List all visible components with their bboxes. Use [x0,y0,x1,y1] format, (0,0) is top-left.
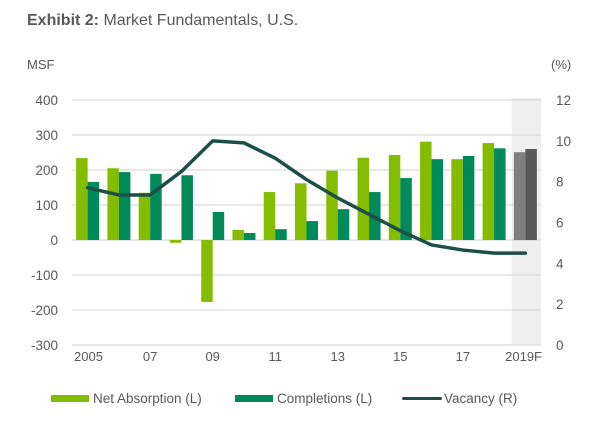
x-tick-label: 17 [456,349,470,364]
chart-title-prefix: Exhibit 2: [27,12,100,29]
bar-net-absorption [513,152,526,240]
bar-completions [306,221,318,240]
bar-net-absorption [201,240,213,302]
legend-item-vacancy: Vacancy (R) [402,391,517,406]
left-tick-label: 200 [35,163,58,178]
legend: Net Absorption (L) Completions (L) Vacan… [0,391,600,411]
legend-swatch-completions [235,395,273,402]
legend-swatch-vacancy [402,397,442,400]
bar-completions [87,181,100,240]
legend-item-completions: Completions (L) [235,391,372,406]
left-tick-label: 100 [35,198,58,213]
right-tick-label: 2 [556,297,564,312]
x-tick-label: 07 [143,349,157,364]
left-tick-label: -300 [31,338,58,353]
right-axis-unit: (%) [551,57,572,72]
right-tick-label: 0 [556,338,564,353]
legend-label-vacancy: Vacancy (R) [444,391,518,406]
legend-swatch-net-absorption [51,395,89,402]
bar-completions [275,229,287,240]
left-tick-label: 400 [35,93,58,108]
bar-completions [525,149,537,240]
line-vacancy [85,139,528,255]
bar-completions [400,178,412,240]
bar-net-absorption [76,158,88,240]
bar-completions [243,233,256,240]
bar-completions [212,212,225,240]
bar-completions [494,148,506,240]
bar-completions [462,156,475,240]
chart-title: Exhibit 2: Market Fundamentals, U.S. [27,12,298,30]
bar-net-absorption [451,159,463,240]
x-tick-label: 09 [205,349,219,364]
x-tick-label: 13 [331,349,345,364]
chart-title-text: Market Fundamentals, U.S. [99,12,299,29]
legend-item-net-absorption: Net Absorption (L) [51,391,202,406]
bar-net-absorption [263,192,276,240]
right-tick-label: 8 [556,175,564,190]
right-tick-label: 4 [556,256,564,271]
bar-net-absorption [107,168,119,240]
bar-completions [181,175,193,240]
bar-net-absorption [326,170,338,240]
bar-completions [431,159,444,240]
bar-completions [337,209,350,240]
x-tick-label: 15 [393,349,407,364]
bar-completions [118,172,131,240]
bar-net-absorption [295,183,307,240]
legend-label-net-absorption: Net Absorption (L) [93,391,202,406]
left-tick-label: -200 [31,303,58,318]
left-tick-label: 0 [50,233,58,248]
x-tick-label: 2019F [505,349,542,364]
left-axis-unit: MSF [27,57,55,72]
bar-net-absorption [232,229,244,240]
left-tick-label: 300 [35,128,58,143]
bar-completions [150,173,162,240]
bar-net-absorption [388,154,401,240]
bar-net-absorption [420,141,432,240]
bar-net-absorption [357,157,370,240]
legend-label-completions: Completions (L) [277,391,373,406]
left-tick-label: -100 [31,268,58,283]
x-tick-label: 2005 [74,349,103,364]
bar-net-absorption [482,143,495,240]
bar-net-absorption [138,192,151,240]
right-tick-label: 12 [556,93,571,108]
right-tick-label: 6 [556,216,564,231]
x-tick-label: 11 [268,349,282,364]
bar-net-absorption [169,240,182,243]
right-tick-label: 10 [556,134,571,149]
